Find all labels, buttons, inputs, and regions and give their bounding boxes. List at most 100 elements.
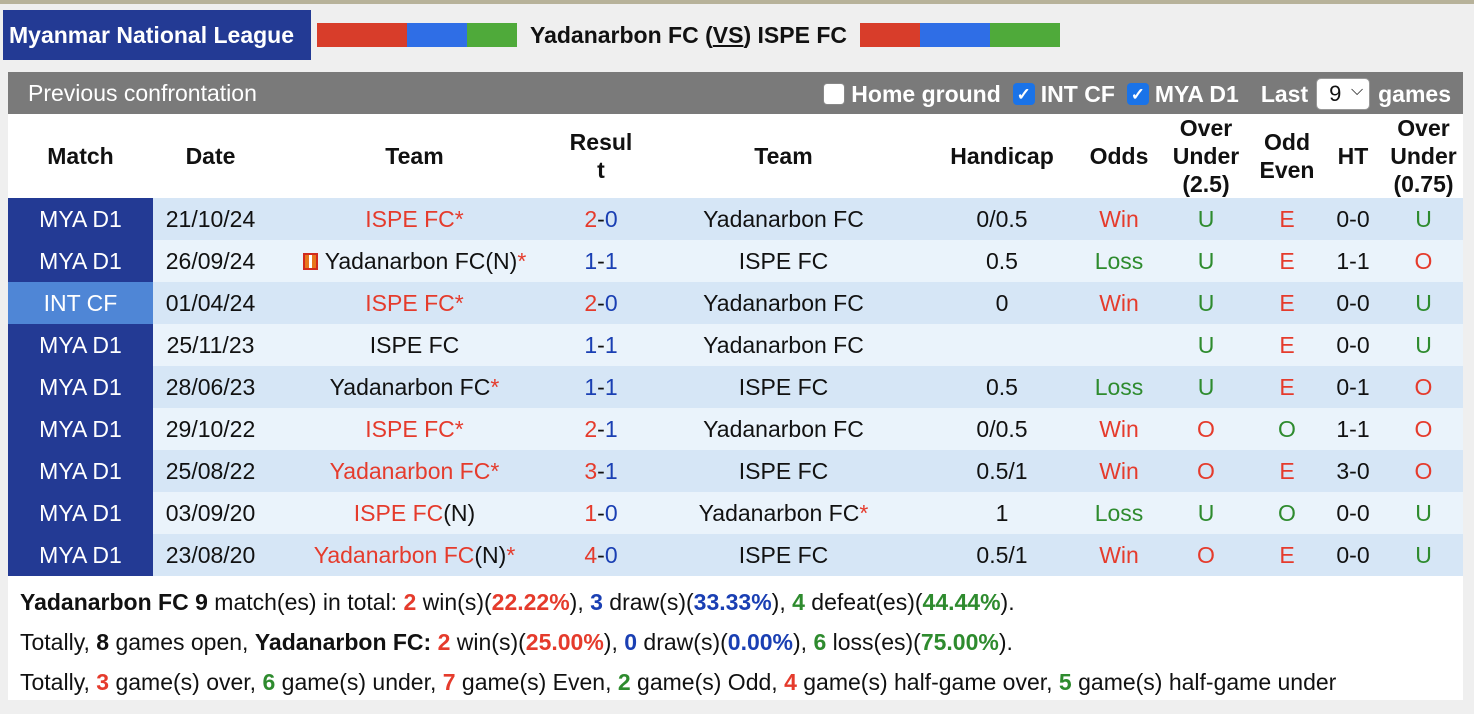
col-odds: Odds [1078,114,1160,198]
league-cell[interactable]: MYA D1 [8,492,153,534]
last-label: Last [1260,80,1309,107]
filter-int-cf[interactable]: ✓ INT CF [1012,80,1115,108]
panel-header: Previous confrontation Home ground ✓ INT… [8,72,1463,114]
home-team-name: Yadanarbon FC [530,22,699,48]
away-team-cell[interactable]: Yadanarbon FC [641,324,926,366]
ht-cell: 0-0 [1322,324,1384,366]
result-cell[interactable]: 1-1 [561,366,641,408]
date-cell: 03/09/20 [153,492,268,534]
filter-mya-d1[interactable]: ✓ MYA D1 [1126,80,1239,108]
away-team-cell[interactable]: Yadanarbon FC* [641,492,926,534]
score-home: 4 [584,541,598,568]
form-segment-loss [467,23,517,47]
table-row[interactable]: MYA D1 21/10/24 ISPE FC* 2-0 Yadanarbon FC 0/… [8,198,1463,240]
away-team-cell[interactable]: Yadanarbon FC [641,282,926,324]
home-marker: * [454,289,464,316]
odd-even-cell: E [1252,534,1322,576]
handicap-cell: 0 [926,282,1078,324]
home-team-cell[interactable]: ISPE FC* [268,282,561,324]
neutral-marker: (N) [474,541,507,568]
table-row[interactable]: MYA D1 03/09/20 ISPE FC(N) 1-0 Yadanarbon FC… [8,492,1463,534]
table-row[interactable]: MYA D1 25/08/22 Yadanarbon FC* 3-1 ISPE FC 0.… [8,450,1463,492]
away-team-cell[interactable]: Yadanarbon FC [641,408,926,450]
last-games-select[interactable]: 9 ⌵ [1316,78,1371,110]
away-team-cell[interactable]: ISPE FC [641,534,926,576]
ht-cell: 0-0 [1322,198,1384,240]
result-cell[interactable]: 2-0 [561,282,641,324]
home-team-cell[interactable]: Yadanarbon FC* [268,366,561,408]
league-cell[interactable]: MYA D1 [8,324,153,366]
home-marker: * [517,247,527,274]
score-away: 1 [604,415,618,442]
home-ground-checkbox[interactable] [823,83,846,105]
ht-cell: 3-0 [1322,450,1384,492]
result-cell[interactable]: 2-0 [561,198,641,240]
summary-line-1: Yadanarbon FC 9 match(es) in total: 2 wi… [20,589,1015,615]
handicap-cell: 0.5 [926,366,1078,408]
home-team-cell[interactable]: Yadanarbon FC(N)* [268,534,561,576]
table-row[interactable]: MYA D1 26/09/24 Yadanarbon FC(N)* 1-1 ISPE F… [8,240,1463,282]
table-row[interactable]: INT CF 01/04/24 ISPE FC* 2-0 Yadanarbon FC 0 W… [8,282,1463,324]
result-cell[interactable]: 2-1 [561,408,641,450]
league-cell[interactable]: MYA D1 [8,408,153,450]
mya-d1-checkbox[interactable]: ✓ [1126,83,1149,105]
home-team-name: ISPE FC [353,499,444,526]
result-cell[interactable]: 1-0 [561,492,641,534]
result-cell[interactable]: 1-1 [561,324,641,366]
away-marker: * [859,499,869,526]
league-title: Myanmar National League [3,10,311,60]
form-segment-win [317,23,407,47]
away-team-cell[interactable]: ISPE FC [641,450,926,492]
handicap-cell: 0/0.5 [926,198,1078,240]
odds-cell: Loss [1078,366,1160,408]
home-team-cell[interactable]: Yadanarbon FC(N)* [268,240,561,282]
result-cell[interactable]: 4-0 [561,534,641,576]
away-team-name: Yadanarbon FC [703,289,864,316]
over-under-cell: U [1160,282,1252,324]
date-cell: 21/10/24 [153,198,268,240]
table-row[interactable]: MYA D1 25/11/23 ISPE FC 1-1 Yadanarbon FC U E 0… [8,324,1463,366]
odds-cell: Win [1078,534,1160,576]
handicap-cell: 0/0.5 [926,408,1078,450]
away-team-name: ISPE FC [738,373,829,400]
score-home: 1 [584,247,598,274]
table-body: MYA D1 21/10/24 ISPE FC* 2-0 Yadanarbon FC 0/… [8,198,1463,576]
home-team-cell[interactable]: Yadanarbon FC* [268,450,561,492]
mya-d1-label: MYA D1 [1154,80,1239,107]
col-handicap: Handicap [926,114,1078,198]
away-team-cell[interactable]: Yadanarbon FC [641,198,926,240]
int-cf-label: INT CF [1040,80,1115,107]
date-cell: 25/08/22 [153,450,268,492]
table-row[interactable]: MYA D1 29/10/22 ISPE FC* 2-1 Yadanarbon FC 0/… [8,408,1463,450]
league-cell[interactable]: MYA D1 [8,198,153,240]
handicap-cell: 1 [926,492,1078,534]
over-under-cell: O [1160,534,1252,576]
league-cell[interactable]: MYA D1 [8,240,153,282]
filter-home-ground[interactable]: Home ground [823,81,1001,108]
home-team-cell[interactable]: ISPE FC* [268,408,561,450]
league-cell[interactable]: MYA D1 [8,366,153,408]
int-cf-checkbox[interactable]: ✓ [1012,83,1035,105]
table-row[interactable]: MYA D1 23/08/20 Yadanarbon FC(N)* 4-0 ISPE F… [8,534,1463,576]
away-team-cell[interactable]: ISPE FC [641,240,926,282]
over-under-ht-cell: U [1384,282,1463,324]
col-date: Date [153,114,268,198]
odd-even-cell: O [1252,492,1322,534]
table-row[interactable]: MYA D1 28/06/23 Yadanarbon FC* 1-1 ISPE FC 0.… [8,366,1463,408]
date-cell: 01/04/24 [153,282,268,324]
col-odd-even: Odd Even [1252,114,1322,198]
league-cell[interactable]: INT CF [8,282,153,324]
home-team-cell[interactable]: ISPE FC [268,324,561,366]
result-cell[interactable]: 1-1 [561,240,641,282]
home-marker: * [454,205,464,232]
away-team-cell[interactable]: ISPE FC [641,366,926,408]
away-team-name: Yadanarbon FC [703,205,864,232]
odd-even-cell: E [1252,450,1322,492]
home-team-name: Yadanarbon FC [329,457,491,484]
league-cell[interactable]: MYA D1 [8,450,153,492]
result-cell[interactable]: 3-1 [561,450,641,492]
home-team-cell[interactable]: ISPE FC(N) [268,492,561,534]
score-away: 1 [604,373,618,400]
home-team-cell[interactable]: ISPE FC* [268,198,561,240]
league-cell[interactable]: MYA D1 [8,534,153,576]
